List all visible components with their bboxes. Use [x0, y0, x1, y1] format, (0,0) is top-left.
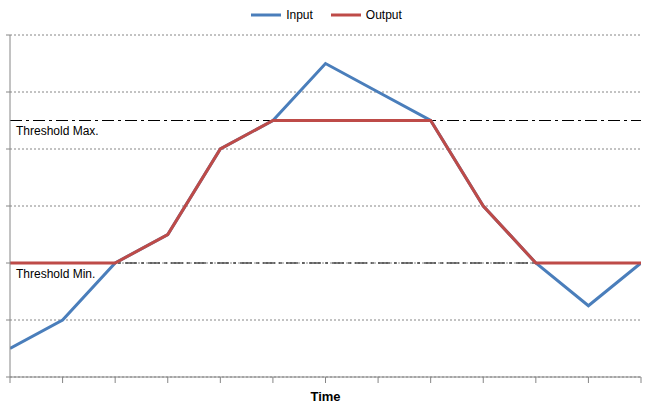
html-text:Input: Input	[286, 8, 313, 22]
svg-text:Threshold Max.: Threshold Max.	[16, 124, 99, 138]
svg-text:Time: Time	[310, 389, 340, 404]
svg-text:Threshold Min.: Threshold Min.	[16, 267, 95, 281]
html-text:Output: Output	[365, 8, 402, 22]
